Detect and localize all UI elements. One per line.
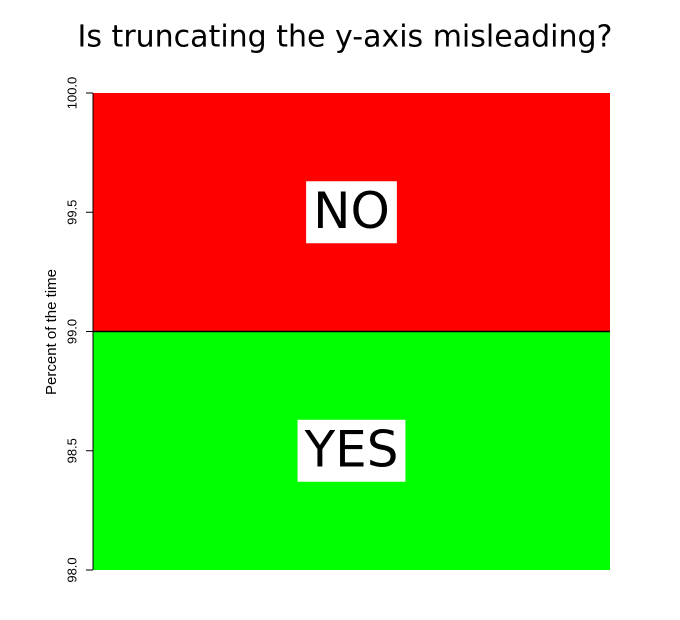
label-box (306, 181, 397, 244)
y-tick-label: 99.5 (64, 200, 79, 225)
chart-title: Is truncating the y-axis misleading? (78, 20, 613, 55)
label-box (297, 419, 406, 482)
segment-label: YES (304, 420, 399, 478)
y-axis-title: Percent of the time (43, 269, 60, 395)
y-tick-label: 98.5 (64, 438, 79, 463)
y-tick-label: 100.0 (64, 77, 79, 110)
segment-label: NO (313, 182, 390, 240)
y-tick-label: 98.0 (64, 557, 79, 582)
y-tick-label: 99.0 (64, 319, 79, 344)
